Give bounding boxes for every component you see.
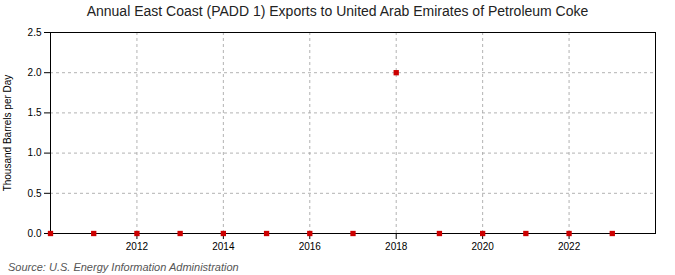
- svg-text:0.0: 0.0: [28, 228, 42, 239]
- svg-text:2012: 2012: [126, 241, 149, 252]
- svg-text:2022: 2022: [558, 241, 581, 252]
- svg-text:2020: 2020: [472, 241, 495, 252]
- svg-text:1.0: 1.0: [28, 147, 42, 158]
- svg-text:2.0: 2.0: [28, 67, 42, 78]
- svg-text:2018: 2018: [385, 241, 408, 252]
- svg-text:2.5: 2.5: [28, 27, 42, 38]
- html-text:Annual East Coast (PADD 1) Exp: Annual East Coast (PADD 1) Exports to Un…: [86, 3, 589, 19]
- svg-text:Thousand Barrels per Day: Thousand Barrels per Day: [2, 75, 13, 192]
- html-text:Source: U.S. Energy Informatio: Source: U.S. Energy Information Administ…: [8, 261, 239, 273]
- svg-text:0.5: 0.5: [28, 188, 42, 199]
- svg-text:2016: 2016: [299, 241, 322, 252]
- svg-text:1.5: 1.5: [28, 107, 42, 118]
- svg-text:2014: 2014: [212, 241, 235, 252]
